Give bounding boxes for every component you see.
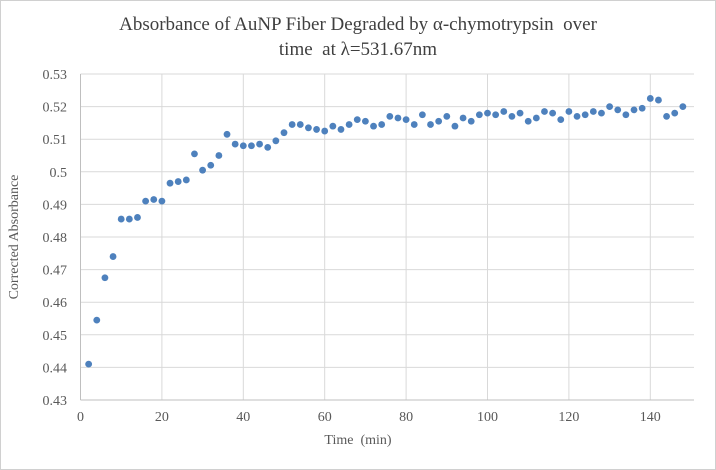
data-point [272,137,280,145]
data-point [622,111,630,119]
y-tick-label: 0.47 [43,264,68,279]
chart-title-line1: Absorbance of AuNP Fiber Degraded by α-c… [119,14,597,35]
data-point [467,117,475,125]
data-point [109,253,117,260]
data-point [565,108,573,115]
data-point [524,117,532,125]
y-tick-label: 0.53 [43,68,68,83]
data-point [451,122,459,130]
data-point [353,116,361,124]
data-point [500,108,508,115]
x-tick-label: 60 [318,410,332,425]
data-point [125,215,133,223]
x-tick-label: 20 [155,410,169,425]
data-point [589,108,597,115]
y-tick-label: 0.5 [50,166,68,181]
data-point [305,124,312,132]
data-point [329,122,337,130]
data-point [207,161,215,169]
data-point [117,215,125,223]
data-point [158,197,166,205]
data-point [248,142,255,150]
data-point [646,95,654,102]
data-point [655,96,662,104]
y-tick-label: 0.44 [43,361,68,376]
data-point [492,111,500,119]
data-point [581,111,589,119]
data-point [288,121,296,128]
data-point [378,121,386,128]
data-point [182,176,190,184]
data-point [541,108,548,115]
data-point [142,197,150,205]
data-point [606,103,613,110]
y-tick-label: 0.43 [43,394,68,409]
data-point [508,112,516,120]
x-tick-label: 140 [640,410,661,425]
data-point [394,114,402,122]
x-tick-label: 80 [399,410,413,425]
data-point [85,360,93,368]
y-axis-title: Corrected Absorbance [7,174,22,300]
data-point [484,109,491,117]
data-point [410,121,418,128]
data-point [663,112,670,120]
data-point [557,116,565,124]
y-tick-label: 0.46 [43,296,68,311]
data-point [256,140,263,148]
data-point [402,116,410,124]
data-point [239,142,247,150]
y-tick-label: 0.48 [43,231,68,246]
data-point [427,121,434,128]
y-tick-label: 0.49 [43,198,68,213]
data-point [532,114,540,122]
data-point [475,111,483,119]
data-point [418,111,426,119]
x-tick-label: 120 [558,410,579,425]
data-point [345,121,353,128]
data-point [459,114,467,122]
data-point [313,126,320,133]
data-point [630,106,638,114]
chart-title-line2: time at λ=531.67nm [278,39,438,60]
data-point [199,166,207,174]
data-point [101,274,109,282]
data-point [362,117,369,125]
data-point [435,117,443,125]
y-tick-label: 0.51 [43,133,68,148]
data-point [516,109,524,117]
data-point [174,178,182,185]
data-point [549,109,557,117]
data-point [573,112,581,120]
data-point [191,150,198,158]
x-tick-label: 100 [477,410,498,425]
data-point [386,112,394,120]
data-point [231,140,239,148]
data-point [280,129,288,137]
data-point [321,127,329,135]
data-point [598,109,605,117]
data-point [638,104,646,112]
data-point [264,143,272,151]
data-point [215,152,223,159]
data-point [166,179,174,187]
y-tick-label: 0.52 [43,101,68,116]
data-point [370,122,377,130]
data-point [337,126,345,133]
x-tick-label: 40 [236,410,250,425]
y-tick-label: 0.45 [43,329,68,344]
x-axis-title: Time (min) [324,433,392,448]
data-point [443,112,451,120]
data-point [679,103,687,110]
data-point [134,214,141,221]
data-point [614,106,622,114]
data-point [93,316,101,324]
data-point [296,121,304,128]
data-point [223,130,231,138]
data-point [150,196,158,203]
x-tick-label: 0 [77,410,84,425]
data-point [671,109,679,117]
